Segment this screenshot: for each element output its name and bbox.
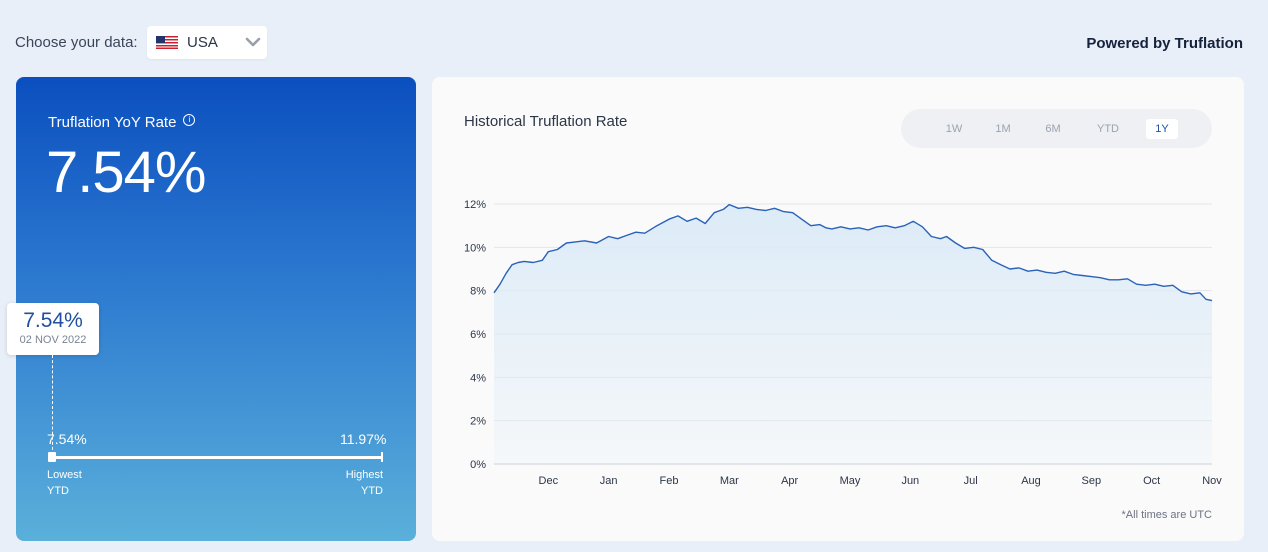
ytd-high-label-line1: Highest [345,469,383,481]
x-tick-label: Jun [901,475,919,487]
y-tick-label: 6% [470,329,486,341]
selected-country: USA [187,34,218,51]
ytd-low-label-line2: YTD [47,485,69,497]
tab-1m[interactable]: 1M [995,123,1011,135]
ytd-low-label: Lowest YTD [47,467,82,499]
x-tick-label: Nov [1202,475,1222,487]
current-value-tooltip: 7.54% 02 NOV 2022 [7,303,99,355]
tab-1w[interactable]: 1W [945,123,963,135]
powered-by-label: Powered by Truflation [1086,35,1243,52]
x-tick-label: Dec [539,475,559,487]
info-icon[interactable]: i [183,113,196,126]
timezone-note: *All times are UTC [1121,509,1212,521]
yoy-rate-value: 7.54% [46,140,206,205]
chevron-down-icon [245,37,261,47]
y-tick-label: 2% [470,416,486,428]
x-tick-label: May [840,475,861,487]
tooltip-date: 02 NOV 2022 [19,334,87,346]
country-selector[interactable]: USA [147,26,267,59]
ytd-range-end-cap [381,452,383,462]
x-tick-label: Apr [781,475,798,487]
us-flag-icon [156,36,178,49]
historical-chart-card: Historical Truflation Rate 1W 1M 6M YTD … [432,77,1244,541]
ytd-range-current-marker [48,452,56,462]
tooltip-pointer-line [52,355,53,455]
x-tick-label: Jan [600,475,618,487]
ytd-low-value: 7.54% [47,431,87,447]
tab-ytd[interactable]: YTD [1097,123,1119,135]
y-tick-label: 4% [470,372,486,384]
historical-area-chart: 0% 2% 4% 6% 8% 10% 12% Dec Jan Feb Mar Apr May Jun Jul… [464,199,1222,487]
tab-1y[interactable]: 1Y [1146,119,1178,139]
y-tick-label: 8% [470,286,486,298]
ytd-low-label-line1: Lowest [47,469,82,481]
tooltip-value: 7.54% [23,309,83,332]
series-area [494,204,1212,464]
y-tick-label: 12% [464,199,486,211]
yoy-rate-title-text: Truflation YoY Rate [48,114,177,131]
y-tick-label: 0% [470,459,486,471]
ytd-range-bar [48,456,383,459]
x-tick-label: Sep [1082,475,1102,487]
ytd-high-label-line2: YTD [361,485,383,497]
x-tick-label: Oct [1143,475,1160,487]
time-range-tabs: 1W 1M 6M YTD 1Y [901,109,1212,148]
ytd-high-value: 11.97% [340,431,387,447]
ytd-high-label: Highest YTD [323,467,383,499]
x-tick-label: Aug [1021,475,1041,487]
yoy-rate-title: Truflation YoY Rate i [48,113,196,131]
tab-6m[interactable]: 6M [1045,123,1061,135]
x-tick-label: Mar [720,475,739,487]
y-tick-label: 10% [464,242,486,254]
x-tick-label: Feb [659,475,678,487]
x-tick-label: Jul [964,475,978,487]
series-line [493,203,1213,302]
choose-data-label: Choose your data: [15,34,138,51]
chart-title: Historical Truflation Rate [464,113,628,130]
